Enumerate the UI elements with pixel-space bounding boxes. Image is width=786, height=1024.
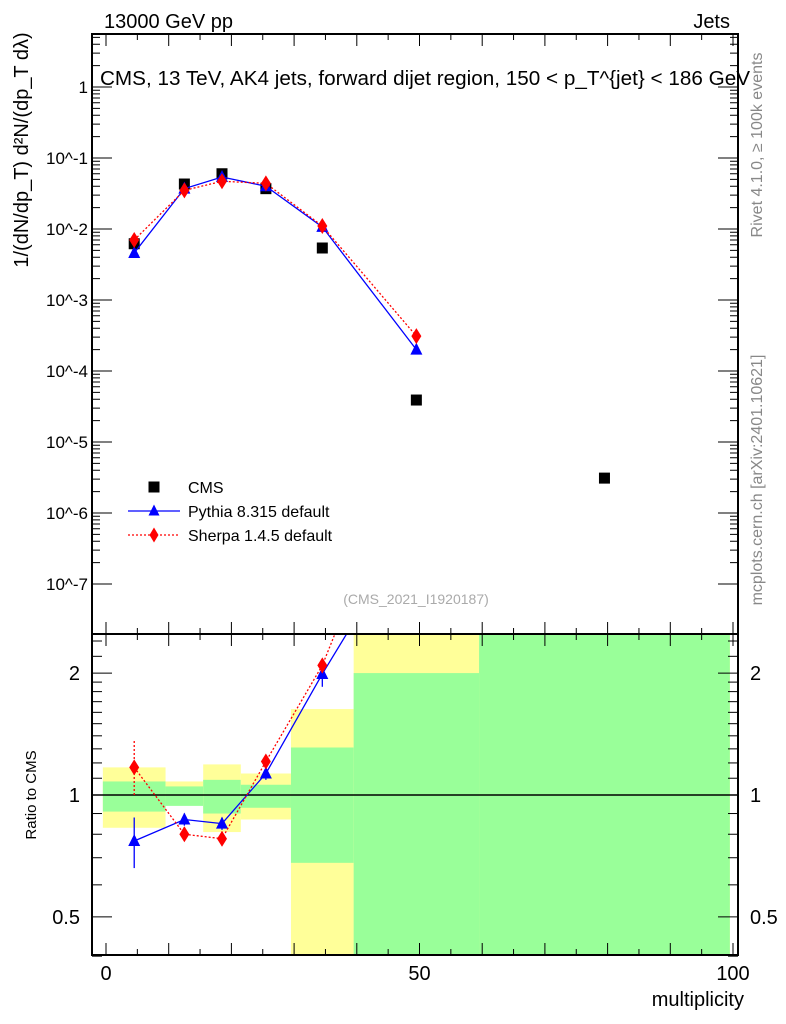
pythia-data-point — [128, 245, 141, 258]
pythia-ratio-point — [259, 766, 272, 779]
main-plot-area — [128, 168, 610, 484]
sherpa-ratio-point — [260, 753, 271, 770]
header-right: Jets — [693, 11, 730, 33]
cms-data-point — [410, 394, 422, 406]
sherpa-ratio-line — [133, 634, 336, 840]
sherpa-data-point — [129, 231, 140, 248]
sherpa-ratio-point — [216, 830, 227, 847]
legend-marker-sherpa — [149, 527, 159, 543]
pythia-ratio-point — [128, 833, 141, 846]
stat-uncertainty-band — [203, 779, 241, 814]
cms-data-point — [598, 472, 610, 484]
sherpa-data-point — [216, 173, 227, 190]
y-axis-label: 1/(dN/dp_T) d²N/(dp_T dλ) — [11, 32, 33, 267]
y-tick-label: 1 — [79, 78, 88, 97]
ratio-tick-label-right: 2 — [750, 663, 761, 685]
pythia-line — [133, 176, 417, 351]
sherpa-data-point — [260, 175, 271, 192]
mcplots-label: mcplots.cern.ch [arXiv:2401.10621] — [749, 355, 766, 606]
x-tick-label: 0 — [100, 963, 111, 985]
ratio-plot-area — [128, 423, 422, 869]
x-axis-label: multiplicity — [652, 989, 744, 1011]
y-tick-label: 10^-1 — [46, 149, 88, 168]
pythia-ratio-point — [215, 816, 228, 829]
rivet-label: Rivet 4.1.0, ≥ 100k events — [749, 53, 766, 238]
ratio-tick-label-right: 0.5 — [750, 907, 778, 929]
x-tick-label: 50 — [408, 963, 430, 985]
sherpa-ratio-point — [179, 826, 190, 843]
chart-title: CMS, 13 TeV, AK4 jets, forward dijet reg… — [100, 68, 751, 90]
ratio-tick-label: 2 — [69, 663, 80, 685]
stat-uncertainty-band — [353, 673, 480, 955]
x-tick-label: 100 — [716, 963, 749, 985]
y-tick-label: 10^-7 — [46, 575, 88, 594]
y-tick-label: 10^-2 — [46, 220, 88, 239]
analysis-watermark: (CMS_2021_I1920187) — [343, 591, 489, 607]
pythia-data-point — [410, 342, 423, 355]
cms-data-point — [316, 242, 328, 254]
ratio-y-label: Ratio to CMS — [23, 750, 40, 839]
stat-uncertainty-band — [479, 634, 730, 955]
sherpa-data-point — [179, 182, 190, 199]
stat-uncertainty-band — [165, 786, 204, 806]
legend-label-sherpa: Sherpa 1.4.5 default — [188, 528, 333, 545]
sherpa-ratio-point — [317, 657, 328, 674]
sherpa-data-point — [411, 328, 422, 345]
legend-marker-pythia — [148, 504, 160, 516]
legend-marker-cms — [148, 481, 160, 493]
pythia-ratio-point — [410, 512, 422, 524]
legend-label-cms: CMS — [188, 480, 224, 497]
legend-label-pythia: Pythia 8.315 default — [188, 504, 330, 521]
stat-uncertainty-band — [240, 784, 291, 808]
y-tick-label: 10^-6 — [46, 504, 88, 523]
ratio-tick-label: 1 — [69, 785, 80, 807]
header-left: 13000 GeV pp — [104, 11, 233, 33]
y-tick-label: 10^-5 — [46, 433, 88, 452]
ratio-tick-label-right: 1 — [750, 785, 761, 807]
sherpa-ratio-point — [411, 423, 421, 439]
y-tick-label: 10^-3 — [46, 291, 88, 310]
sherpa-data-point — [317, 218, 328, 235]
sherpa-ratio-point — [129, 759, 140, 776]
stat-uncertainty-band — [290, 747, 354, 863]
ratio-tick-label: 0.5 — [52, 907, 80, 929]
sherpa-line — [133, 180, 417, 337]
y-tick-label: 10^-4 — [46, 362, 88, 381]
pythia-ratio-point — [178, 812, 191, 825]
